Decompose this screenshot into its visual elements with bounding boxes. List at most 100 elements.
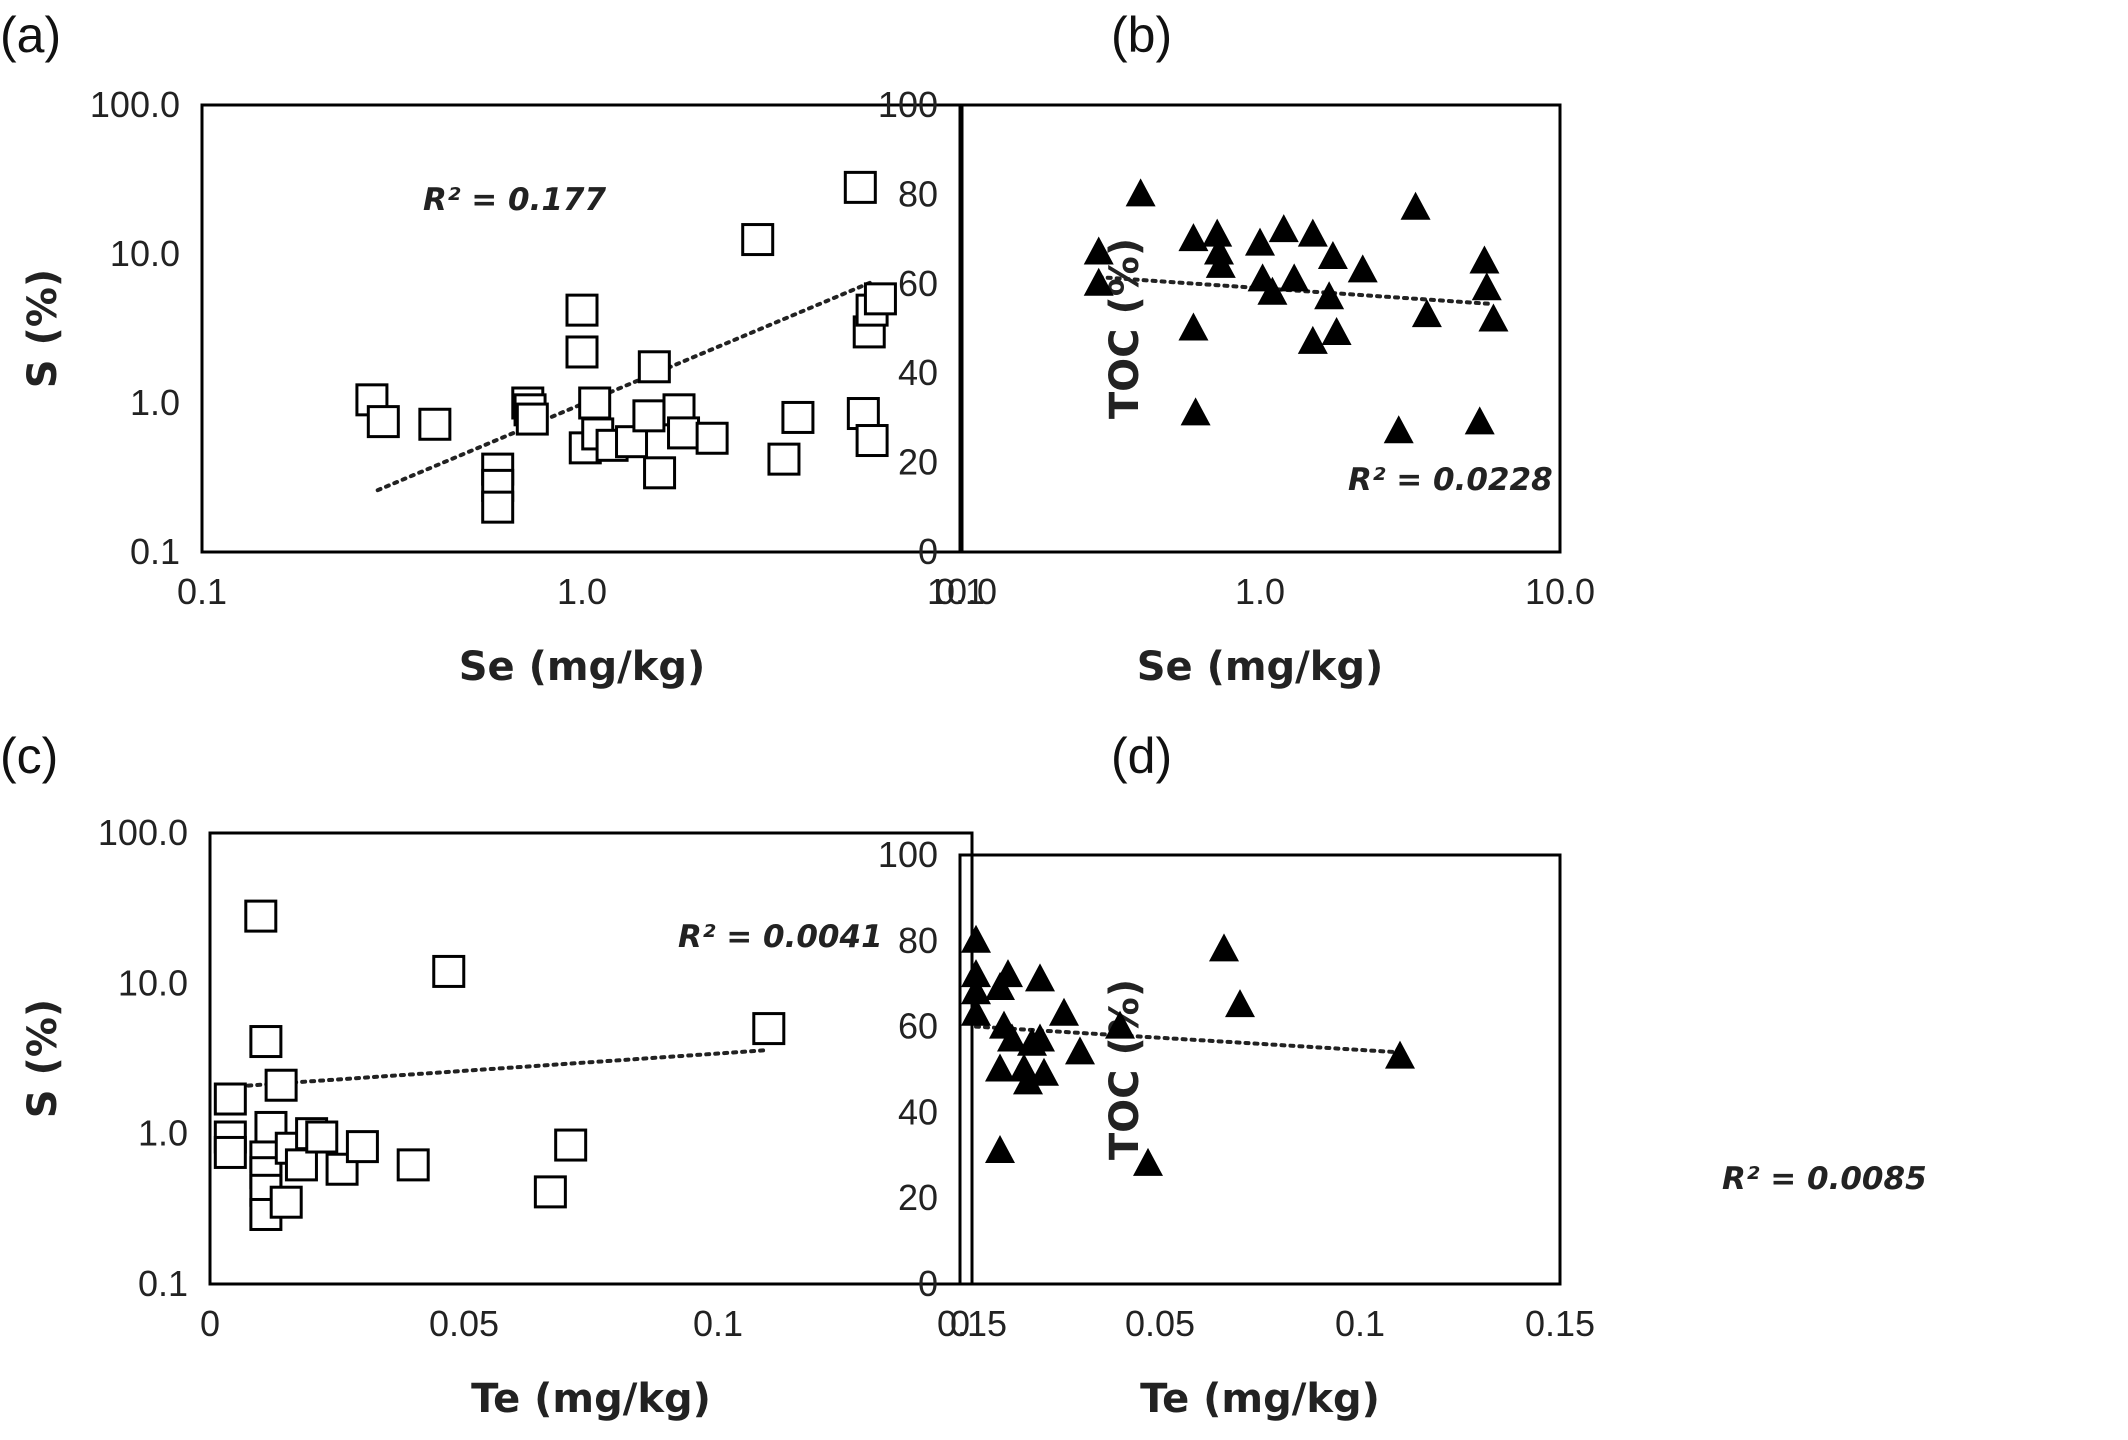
chart-panel-4: (d) 0 20 40 60 80 100 0 0.05 0.1 0.15 Te (mg/kg) TOC…: [878, 728, 1927, 1422]
x-tick-label: 0.15: [937, 1303, 1007, 1344]
data-point: [1225, 989, 1255, 1018]
y-tick-label: 20: [898, 1177, 938, 1218]
data-point: [1314, 281, 1345, 310]
data-point: [1202, 218, 1233, 247]
data-point: [985, 1135, 1015, 1164]
x-tick-label: 1.0: [557, 571, 607, 612]
data-point: [1385, 1040, 1415, 1069]
data-point: [1013, 1066, 1043, 1095]
data-point: [741, 223, 775, 257]
data-point: [1383, 415, 1414, 444]
y-tick-label: 0.1: [138, 1263, 188, 1304]
x-tick-label: 0.05: [429, 1303, 499, 1344]
data-point: [213, 1135, 247, 1169]
data-point: [213, 1082, 247, 1116]
x-tick-label: 1.0: [1235, 571, 1285, 612]
r-squared-label: R² = 0.177: [423, 182, 606, 218]
data-point: [1317, 240, 1348, 269]
data-point: [578, 386, 612, 420]
chart-panel-3: (c) 0.1 1.0 10.0 100.0 0 0.05 0.1 0.15 Te (mg/kg)…: [0, 728, 1007, 1422]
data-point: [269, 1185, 303, 1219]
data-point: [533, 1175, 567, 1209]
data-point: [997, 1023, 1027, 1052]
data-point: [632, 399, 666, 433]
x-tick-label: 10.0: [1525, 571, 1595, 612]
trend-line: [228, 1048, 771, 1089]
data-point: [752, 1012, 786, 1046]
plot-area-frame: [958, 853, 1562, 1286]
y-tick-label: 80: [898, 173, 938, 214]
y-tick-label: 100: [878, 84, 938, 125]
data-point: [1083, 236, 1114, 265]
data-point: [1245, 227, 1275, 256]
plot-area-frame: [958, 103, 1562, 554]
panel-label: (d): [1111, 728, 1172, 784]
data-point: [1180, 397, 1211, 426]
y-tick-label: 60: [898, 1006, 938, 1047]
data-point: [565, 335, 599, 369]
x-tick-label: 0: [200, 1303, 220, 1344]
chart-panel-2: (b) 0 20 40 60 80 100 0.1 1.0 10.0 Se (mg/kg) TOC (…: [878, 7, 1595, 690]
x-tick-label: 0.1: [693, 1303, 743, 1344]
x-axis-title: Te (mg/kg): [471, 1376, 711, 1422]
data-point: [264, 1068, 298, 1102]
x-tick-label: 0.15: [1525, 1303, 1595, 1344]
data-point: [515, 402, 549, 436]
y-tick-label: 10.0: [118, 962, 188, 1003]
y-tick-label: 100: [878, 834, 938, 875]
data-point: [1209, 933, 1239, 962]
y-tick-label: 0: [918, 531, 938, 572]
data-point: [565, 293, 599, 327]
panel-label: (c): [0, 728, 58, 784]
data-point: [1478, 303, 1509, 332]
data-point: [1025, 1023, 1055, 1052]
data-point: [1469, 245, 1500, 274]
r-squared-label: R² = 0.0085: [1722, 1161, 1927, 1197]
data-point: [1347, 254, 1378, 283]
x-tick-label: 0.1: [177, 571, 227, 612]
x-axis-title: Se (mg/kg): [459, 644, 706, 690]
x-axis-title: Te (mg/kg): [1140, 1376, 1380, 1422]
data-point: [1268, 214, 1299, 243]
data-point: [637, 350, 671, 384]
data-point: [396, 1148, 430, 1182]
data-point: [961, 997, 991, 1026]
data-point: [1297, 218, 1328, 247]
y-axis-title: TOC (%): [1102, 979, 1148, 1160]
y-axis-title: S (%): [20, 269, 66, 388]
data-point: [643, 456, 677, 490]
data-point: [1257, 276, 1288, 305]
y-tick-label: 0.1: [130, 531, 180, 572]
x-tick-label: 0.1: [1335, 1303, 1385, 1344]
y-axis-title: S (%): [20, 999, 66, 1118]
data-point: [961, 924, 991, 953]
data-point: [667, 416, 701, 450]
data-point: [781, 400, 815, 434]
data-point: [1321, 316, 1352, 345]
data-point: [1178, 312, 1209, 341]
data-point: [244, 899, 278, 933]
y-tick-label: 60: [898, 263, 938, 304]
data-point: [554, 1128, 588, 1162]
x-axis-title: Se (mg/kg): [1137, 644, 1384, 690]
data-point: [1133, 1147, 1163, 1176]
y-tick-label: 10.0: [110, 233, 180, 274]
data-point: [1065, 1036, 1095, 1065]
data-point: [345, 1130, 379, 1164]
data-point: [305, 1120, 339, 1154]
panel-label: (b): [1111, 7, 1172, 63]
data-point: [1083, 267, 1114, 296]
data-point: [863, 282, 897, 316]
data-point: [1105, 1010, 1135, 1039]
data-point: [481, 490, 515, 524]
data-point: [1464, 406, 1495, 435]
y-tick-label: 40: [898, 352, 938, 393]
plot-area-frame: [200, 103, 964, 554]
data-point: [432, 954, 466, 988]
data-point: [1178, 223, 1209, 252]
data-point: [1049, 997, 1079, 1026]
y-tick-label: 100.0: [98, 812, 188, 853]
data-point: [985, 1053, 1015, 1082]
data-point: [1400, 191, 1431, 220]
